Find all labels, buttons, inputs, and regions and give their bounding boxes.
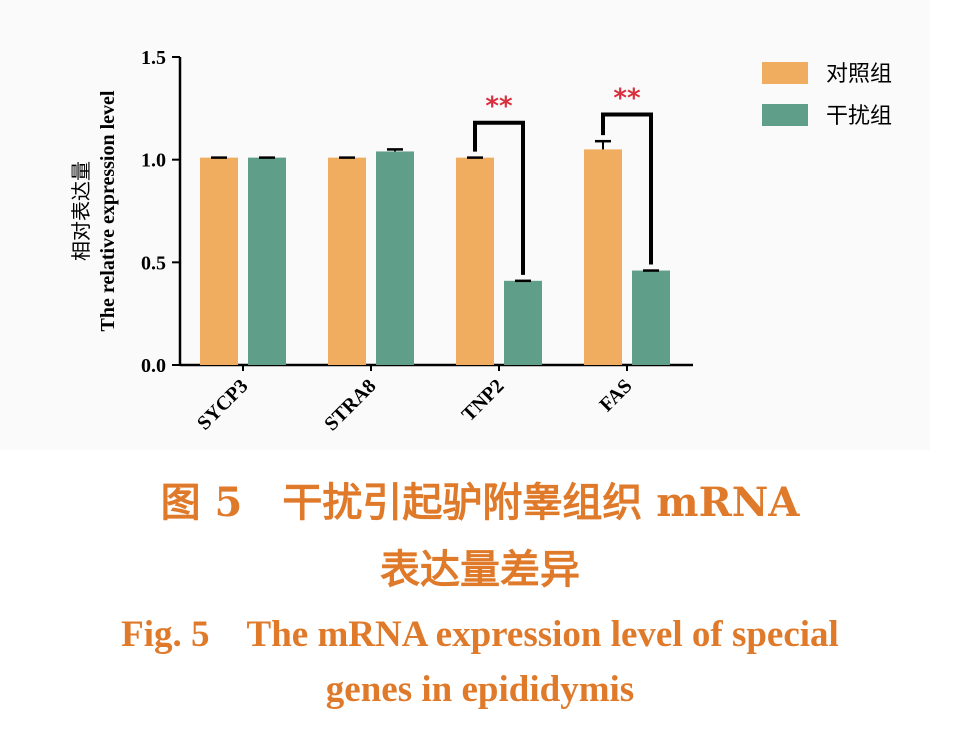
legend-swatch <box>762 104 808 126</box>
y-ticks: 0.0 0.5 1.0 1.5 <box>141 47 180 377</box>
bar <box>328 157 366 365</box>
x-tick-label: TNP2 <box>458 375 509 426</box>
significance-markers: ** ** <box>473 83 653 275</box>
y-tick-label: 1.5 <box>141 47 166 69</box>
y-tick-label: 0.5 <box>141 252 166 274</box>
significance-bracket <box>473 120 525 275</box>
x-tick-label: SYCP3 <box>193 375 253 435</box>
y-tick-label: 0.0 <box>141 355 166 377</box>
significance-label: ** <box>485 92 513 122</box>
caption-cn-line-2: 表达量差异 <box>380 546 580 593</box>
bars <box>200 139 670 365</box>
y-axis-label-cn: 相对表达量 <box>69 161 93 261</box>
significance-bracket <box>601 112 653 265</box>
y-tick-label: 1.0 <box>141 150 166 172</box>
legend-label: 对照组 <box>826 62 892 87</box>
bar <box>376 151 414 365</box>
legend-swatch <box>762 62 808 84</box>
bar <box>456 157 494 365</box>
bar <box>584 149 622 365</box>
y-axis-label-en: The relative expression level <box>97 90 119 331</box>
caption-cn-line-1: 图 5 干扰引起驴附睾组织 mRNA <box>160 479 800 526</box>
legend-label: 干扰组 <box>826 104 892 129</box>
bar-chart: 相对表达量 The relative expression level 0.00… <box>69 47 892 435</box>
caption-en-line-2: genes in epididymis <box>325 669 635 710</box>
x-tick-label: FAS <box>595 375 636 416</box>
caption-en-line-1: Fig. 5 The mRNA expression level of spec… <box>121 614 839 655</box>
significance-label: ** <box>613 83 641 113</box>
x-tick-label: STRA8 <box>320 375 380 435</box>
bar <box>248 157 286 365</box>
chart-panel: 相对表达量 The relative expression level 0.0 0… <box>69 47 893 436</box>
bar <box>200 157 238 365</box>
y-axis-title: 相对表达量 The relative expression level <box>69 90 119 331</box>
bar <box>504 280 542 365</box>
x-ticks: SYCP3 STRA8 TNP2 FAS <box>193 365 637 435</box>
bar <box>632 270 670 365</box>
